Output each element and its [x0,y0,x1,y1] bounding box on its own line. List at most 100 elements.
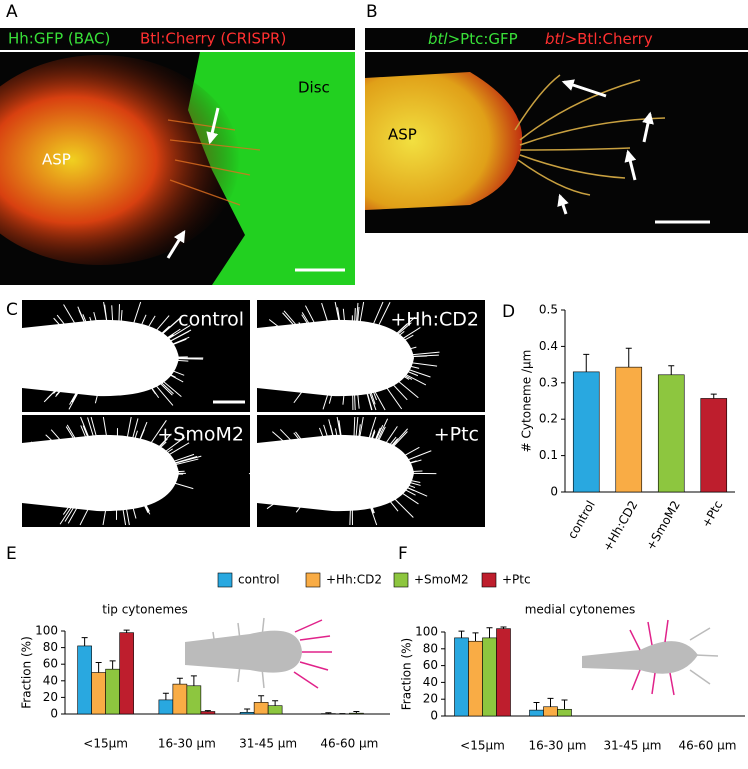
chart-title: medial cytonemes [525,603,636,617]
bar [239,712,255,715]
cartoon-medial [582,619,719,696]
x-tick-label: <15µm [460,739,505,753]
error-bar [123,629,130,633]
asp-label: ASP [42,151,71,169]
bar [529,709,544,717]
x-tick-label: control [565,498,598,541]
x-tick-label: 16-30 µm [528,739,586,753]
error-bar [176,677,183,685]
y-tick-label: 0 [430,709,438,723]
error-bar [472,632,479,642]
y-axis-label: Fraction (%) [20,636,34,708]
y-tick-label: 0.1 [539,448,558,462]
channel-label: Btl:Cherry (CRISPR) [140,30,286,48]
y-tick-label: 40 [423,675,438,689]
condition-label: +Ptc [434,424,479,446]
error-bar [533,702,540,711]
x-tick-label: +SmoM2 [643,498,682,552]
y-axis-label: Fraction (%) [400,638,414,710]
error-bar [109,660,116,670]
y-tick-label: 100 [35,624,58,638]
error-bar [162,692,169,700]
x-tick-label: +Hh:CD2 [600,498,640,553]
channel-label: btl>Btl:Cherry [545,30,653,48]
y-tick-label: 20 [423,692,438,706]
micrograph-a: Hh:GFP (BAC) Btl:Cherry (CRISPR) ASP Dis… [0,28,355,285]
panel-letter: A [6,2,18,22]
legend-swatch [481,572,497,588]
y-tick-label: 0.4 [539,339,558,353]
bar [482,637,497,717]
channel-label: Hh:GFP (BAC) [8,30,110,48]
error-bar [583,353,590,372]
asp-label: ASP [388,126,417,144]
construct: >Ptc:GFP [448,30,518,48]
x-tick-label: 31-45 µm [239,737,297,751]
x-tick-label: +Ptc [699,498,725,530]
y-axis-label: # Cytoneme /µm [520,350,534,453]
condition-label: +Hh:CD2 [390,309,479,331]
micrograph-b: btl >Ptc:GFP btl>Btl:Cherry ASP [365,28,748,233]
cytonemes [255,301,440,411]
bar [186,685,202,715]
legend-swatch [393,572,409,588]
bar [557,708,572,717]
legend-swatch [305,572,321,588]
bar [657,374,685,493]
error-bar [81,637,88,646]
error-bar [710,393,717,399]
cytonemes [17,301,204,410]
y-tick-label: 20 [43,690,58,704]
error-bar [272,700,279,706]
error-bar [258,695,265,703]
x-tick-label: 46-60 µm [678,739,736,753]
bar [349,712,364,715]
bar [158,699,174,715]
error-bar [561,699,568,710]
cytonemes [21,416,202,526]
legend-label: +Ptc [502,573,531,587]
bar [172,683,188,715]
cell-shape [22,434,179,512]
error-bar [625,347,632,368]
error-bar [486,627,493,638]
error-bar [95,662,102,673]
bar [119,632,134,715]
panel-letter: F [398,544,408,564]
disc-label: Disc [298,79,330,97]
error-bar [353,711,360,714]
bar [253,702,269,715]
cell-shape [22,319,179,397]
bar [543,706,558,717]
error-bar [190,675,197,686]
genotype: btl [545,30,565,48]
y-tick-label: 0 [50,707,58,721]
error-bar [458,630,465,638]
y-tick-label: 0.5 [539,303,558,317]
micrographs-c: control +Hh:CD2 +SmoM2 +Ptc [17,300,485,527]
x-tick-label: <15µm [83,737,128,751]
bar [200,711,216,715]
bar [615,366,643,493]
condition-label: control [178,309,244,331]
legend-swatch [217,572,233,588]
cell-shape [257,434,414,512]
y-tick-label: 0.3 [539,375,558,389]
bar [91,672,106,715]
error-bar [204,710,211,712]
y-tick-label: 100 [415,625,438,639]
bar [267,705,283,715]
error-bar [500,626,507,629]
bar [468,640,483,717]
legend-label: control [238,573,280,587]
panel-letter: B [366,2,378,22]
error-bar [244,708,251,713]
x-tick-label: 16-30 µm [158,737,216,751]
error-bar [547,697,554,707]
legend-label: +SmoM2 [414,573,469,587]
cell-shape [257,319,414,397]
bar [700,398,728,493]
y-tick-label: 0 [550,485,558,499]
